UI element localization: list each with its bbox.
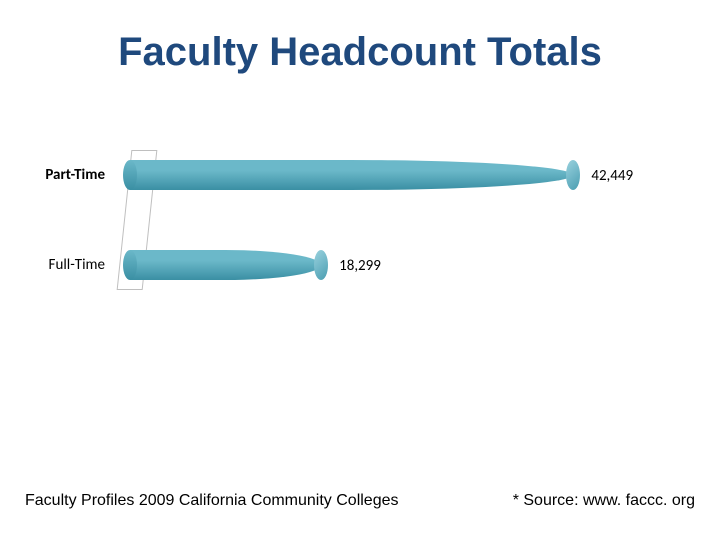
slide: Faculty Headcount Totals Part-Time42,449…	[0, 0, 720, 540]
bar-value: 18,299	[339, 257, 381, 275]
footer-right: * Source: www. faccc. org	[513, 492, 695, 510]
bar	[130, 160, 573, 190]
category-label: Part-Time	[0, 166, 105, 184]
bar-chart: Part-Time 42,449 Full-Time 18,299	[0, 0, 720, 540]
bar-cap-right	[566, 160, 580, 190]
bar-cap-right	[314, 250, 328, 280]
bar	[130, 250, 321, 280]
bar-value: 42,449	[591, 167, 633, 185]
footer-left: Faculty Profiles 2009 California Communi…	[25, 492, 399, 510]
category-label: Full-Time	[0, 256, 105, 274]
bar-cap-left	[123, 250, 137, 280]
bar-cap-left	[123, 160, 137, 190]
